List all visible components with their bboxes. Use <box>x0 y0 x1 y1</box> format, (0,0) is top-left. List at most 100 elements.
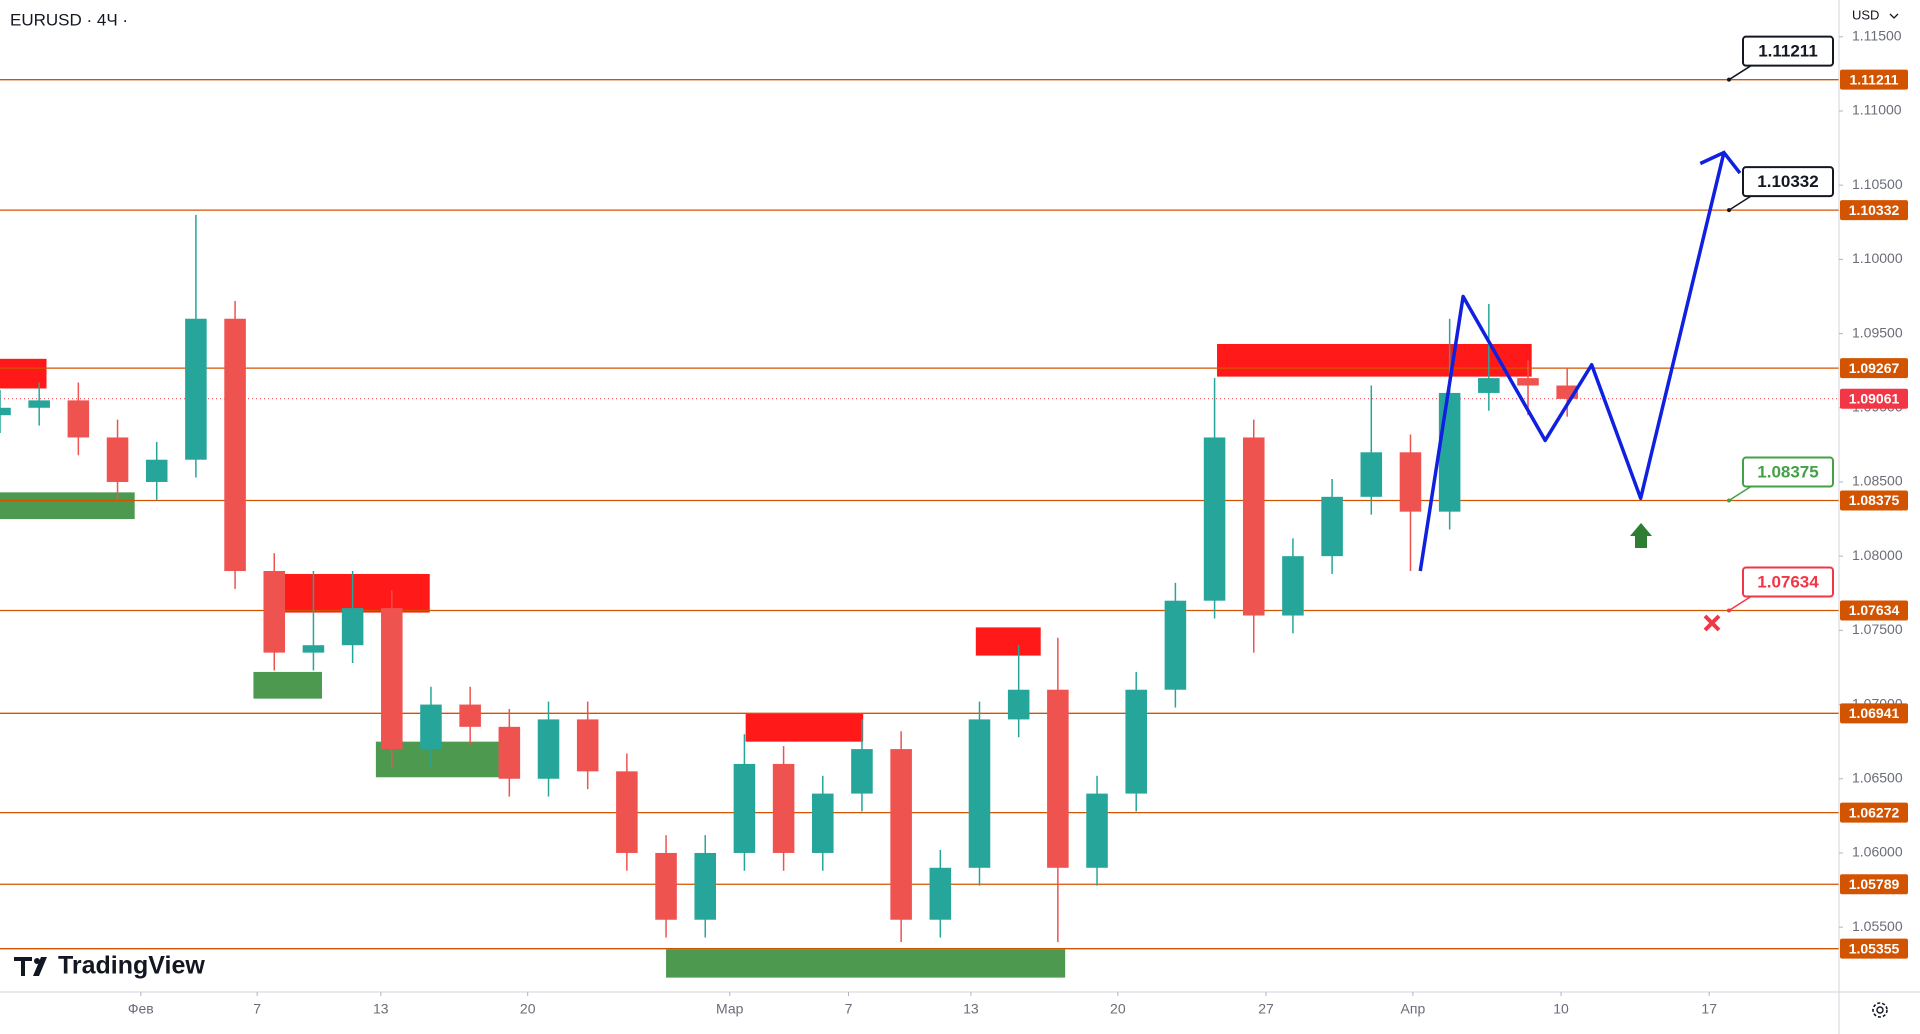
currency-label[interactable]: USD <box>1852 7 1879 22</box>
level-tag-label: 1.05355 <box>1849 940 1900 956</box>
plot-area: 1.11211 1.10332 1.08375 1.07634 <box>0 35 1839 978</box>
y-tick-label: 1.11000 <box>1852 102 1902 118</box>
level-tag-label: 1.05789 <box>1849 876 1900 892</box>
level-tag-label: 1.10332 <box>1849 202 1900 218</box>
candle-body <box>655 852 677 920</box>
projection-path <box>1418 152 1726 572</box>
candle-body <box>1203 437 1226 601</box>
level-tag-label: 1.11211 <box>1849 71 1898 87</box>
zone <box>745 713 864 742</box>
level-tag <box>1840 69 1908 90</box>
candle-body <box>106 437 129 482</box>
callout-leader <box>1728 595 1752 612</box>
callout-box <box>1742 166 1834 198</box>
level-tag <box>1840 600 1908 621</box>
callout-leader <box>1728 485 1752 502</box>
candle-body <box>498 726 521 779</box>
x-tick-label: 13 <box>373 1001 389 1017</box>
x-tick-label: 10 <box>1553 1001 1569 1017</box>
candle-body <box>1164 600 1187 690</box>
callout-label: 1.10332 <box>1757 172 1818 191</box>
y-tick-label: 1.08000 <box>1852 547 1903 563</box>
up-arrow-icon <box>1630 523 1652 548</box>
y-tick-label: 1.09500 <box>1852 324 1903 340</box>
level-tag <box>1840 490 1908 511</box>
gear[interactable] <box>1872 1002 1888 1018</box>
candle-body <box>812 793 834 853</box>
candle-body <box>694 852 717 920</box>
callout-box <box>1742 35 1834 67</box>
callout-label: 1.07634 <box>1757 572 1819 591</box>
candle-body <box>185 318 207 460</box>
brand-name: TradingView <box>58 952 205 980</box>
logo-dot <box>34 958 40 964</box>
level-tag <box>1840 358 1908 379</box>
candle-body <box>1399 452 1422 512</box>
logo-mark <box>33 957 47 976</box>
y-tick-label: 1.05500 <box>1852 918 1903 934</box>
callout-label: 1.08375 <box>1757 463 1818 482</box>
callout-leader <box>1728 195 1752 211</box>
x-tick-label: 17 <box>1701 1001 1717 1017</box>
candle-body <box>1007 689 1030 720</box>
level-tag-label: 1.06941 <box>1849 705 1900 721</box>
candle-body <box>1438 392 1461 512</box>
level-tag <box>1840 703 1908 724</box>
gear-center[interactable] <box>1876 1006 1884 1014</box>
level-tag <box>1840 874 1908 895</box>
candle-body <box>302 645 325 653</box>
symbol-title[interactable]: EURUSD · 4Ч · <box>10 10 128 29</box>
callout-box <box>1742 456 1834 488</box>
candle-body <box>1321 496 1343 557</box>
x-tick-label: 7 <box>253 1001 261 1017</box>
level-tag-label: 1.09267 <box>1849 360 1900 376</box>
candle-body <box>1360 452 1383 497</box>
callout-box <box>1742 566 1834 598</box>
zone <box>0 492 135 520</box>
zone <box>1217 343 1532 377</box>
candle-body <box>929 867 952 920</box>
zone <box>666 949 1066 978</box>
x-tick-label: 13 <box>963 1001 979 1017</box>
candle-body <box>1517 378 1539 386</box>
callout-anchor <box>1727 77 1731 82</box>
candle-body <box>1478 378 1500 393</box>
candle-body <box>576 719 599 772</box>
settings-icon[interactable] <box>1872 1002 1888 1018</box>
candle-body <box>1282 556 1304 616</box>
candle-body <box>772 763 795 853</box>
zone <box>253 671 323 699</box>
candle-body <box>537 719 560 779</box>
level-tag <box>1840 938 1908 959</box>
x-tick-label: 7 <box>845 1001 853 1017</box>
level-tag-label: 1.08375 <box>1849 492 1900 508</box>
current-price-tag <box>1840 388 1908 409</box>
x-tick-label: Апр <box>1401 1001 1426 1017</box>
level-tag-label: 1.06272 <box>1849 804 1900 820</box>
y-tick-label: 1.10500 <box>1852 176 1903 192</box>
level-tag <box>1840 200 1908 221</box>
y-tick-label: 1.06000 <box>1852 844 1903 860</box>
callout-anchor <box>1727 208 1731 213</box>
y-tick-label: 1.06500 <box>1852 769 1903 785</box>
candle-body <box>28 400 50 408</box>
x-tick-label: Мар <box>716 1001 744 1017</box>
current-price-label: 1.09061 <box>1849 390 1900 406</box>
brand-logo: TradingView <box>14 952 205 980</box>
callout-anchor <box>1727 498 1731 503</box>
candle-body <box>341 608 364 646</box>
candle-body <box>616 771 638 853</box>
candle-body <box>733 763 756 853</box>
candle-body <box>1086 793 1108 868</box>
callout-label: 1.11211 <box>1758 42 1818 61</box>
y-tick-label: 1.11500 <box>1852 28 1902 44</box>
candle-body <box>1125 689 1147 794</box>
candle-body <box>1047 689 1069 868</box>
zone <box>975 627 1041 656</box>
projection-arrowhead <box>1699 150 1742 175</box>
candle-body <box>420 704 442 750</box>
callout-anchor <box>1727 608 1731 613</box>
candle-body <box>459 704 481 727</box>
